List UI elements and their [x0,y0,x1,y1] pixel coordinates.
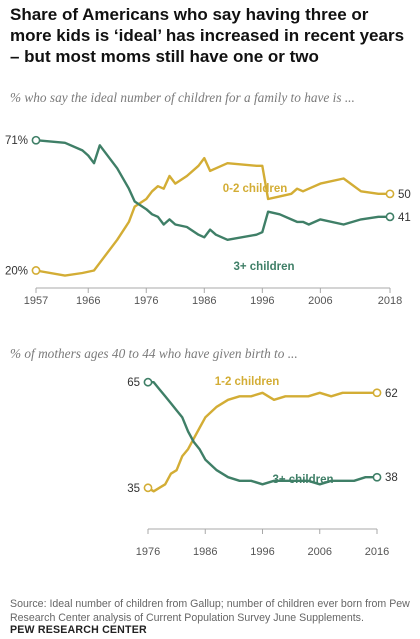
series-label-1-2-children: 1-2 children [215,376,280,388]
series-start-point-1-2-children [143,483,153,493]
mothers-births-line-chart: 1976 1986 1996 2006 2016 35 62 65 38 1-2 children… [127,376,398,558]
series-start-label-0-2-children: 20% [5,265,28,277]
series-start-label-3-plus-children: 65 [127,377,140,389]
series-start-point-0-2-children [31,266,41,275]
series-start-point-3-plus-children [31,135,41,145]
series-end-point-1-2-children [372,388,382,398]
series-end-point-3-plus-children [385,212,395,222]
series-line-1-2-children [146,391,379,493]
x-tick-label-1976: 1976 [136,546,160,558]
x-tick-label-2018: 2018 [378,295,402,307]
series-start-point-3-plus-children [143,377,153,387]
series-end-point-0-2-children [385,189,395,199]
chart-title: Share of Americans who say having three … [10,5,405,66]
x-tick-label-1996: 1996 [250,546,274,558]
pew-research-center-logo: PEW RESEARCH CENTER [10,624,147,636]
series-end-label-3-plus-children: 41 [398,212,411,224]
series-label-3-plus-children: 3+ children [233,261,294,273]
x-tick-label-1986: 1986 [192,295,216,307]
x-tick-label-2006: 2006 [308,546,332,558]
x-tick-label-2006: 2006 [308,295,332,307]
x-tick-label-2016: 2016 [365,546,389,558]
series-start-label-1-2-children: 35 [127,483,140,495]
series-label-0-2-children: 0-2 children [223,183,288,195]
series-end-label-3-plus-children: 38 [385,472,398,484]
series-end-label-1-2-children: 62 [385,388,398,400]
series-start-label-3-plus-children: 71% [5,135,28,147]
x-tick-label-1976: 1976 [134,295,158,307]
series-label-3-plus-children: 3+ children [272,474,333,486]
ideal-children-line-chart: 1957 1966 1976 1986 1996 2006 2018 20% 50 71% 41 0-… [5,135,411,307]
x-tick-label-1966: 1966 [76,295,100,307]
x-tick-label-1957: 1957 [24,295,48,307]
series-line-0-2-children [34,156,392,277]
x-tick-label-1996: 1996 [250,295,274,307]
series-line-3-plus-children [34,139,392,241]
series-end-point-3-plus-children [372,472,382,482]
series-end-label-0-2-children: 50 [398,189,411,201]
series-line-3-plus-children [146,381,379,486]
chart-1-subtitle: % who say the ideal number of children f… [10,90,355,105]
x-tick-label-1986: 1986 [193,546,217,558]
chart-2-subtitle: % of mothers ages 40 to 44 who have give… [10,346,298,361]
source-note: Source: Ideal number of children from Ga… [10,598,410,624]
